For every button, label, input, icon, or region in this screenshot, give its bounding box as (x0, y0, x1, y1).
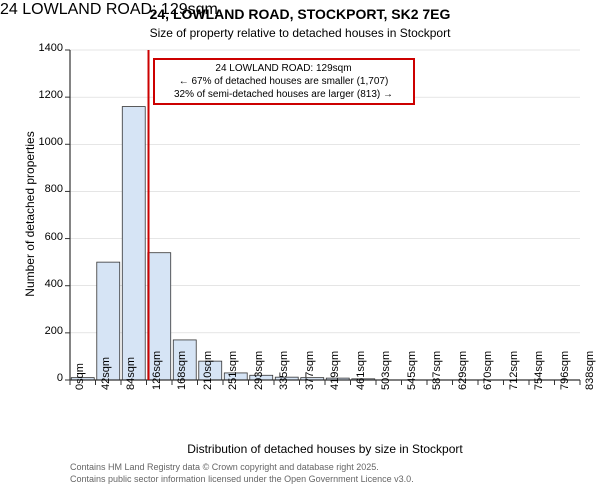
annotation-box: 24 LOWLAND ROAD: 129sqm← 67% of detached… (153, 58, 415, 105)
x-tick-label: 377sqm (304, 351, 316, 390)
x-tick-label: 796sqm (559, 351, 571, 390)
x-tick-label: 335sqm (278, 351, 290, 390)
chart-title: 24, LOWLAND ROAD, STOCKPORT, SK2 7EG (0, 6, 600, 22)
x-tick-label: 712sqm (508, 351, 520, 390)
x-tick-label: 210sqm (202, 351, 214, 390)
x-tick-label: 545sqm (406, 351, 418, 390)
chart-subtitle: Size of property relative to detached ho… (0, 26, 600, 40)
x-tick-label: 293sqm (253, 351, 265, 390)
x-tick-label: 84sqm (125, 357, 137, 390)
annotation-line-2: 32% of semi-detached houses are larger (… (159, 88, 409, 101)
x-tick-label: 587sqm (431, 351, 443, 390)
y-tick-label: 1200 (25, 89, 63, 101)
y-tick-label: 200 (25, 325, 63, 337)
footer-line-1: Contains HM Land Registry data © Crown c… (70, 462, 379, 472)
x-axis-label: Distribution of detached houses by size … (70, 442, 580, 456)
x-tick-label: 168sqm (176, 351, 188, 390)
bar (122, 107, 145, 380)
y-tick-label: 0 (25, 372, 63, 384)
annotation-title: 24 LOWLAND ROAD: 129sqm (159, 62, 409, 75)
x-tick-label: 42sqm (100, 357, 112, 390)
x-tick-label: 126sqm (151, 351, 163, 390)
footer-line-2: Contains public sector information licen… (70, 474, 414, 484)
x-tick-label: 251sqm (227, 351, 239, 390)
x-tick-label: 838sqm (584, 351, 596, 390)
x-tick-label: 461sqm (355, 351, 367, 390)
x-tick-label: 670sqm (482, 351, 494, 390)
x-tick-label: 754sqm (533, 351, 545, 390)
x-tick-label: 419sqm (329, 351, 341, 390)
y-axis-label: Number of detached properties (23, 114, 37, 314)
x-tick-label: 503sqm (380, 351, 392, 390)
annotation-line-1: ← 67% of detached houses are smaller (1,… (159, 75, 409, 88)
chart-container: 24, LOWLAND ROAD, STOCKPORT, SK2 7EG Size… (0, 0, 600, 500)
y-tick-label: 1400 (25, 42, 63, 54)
x-tick-label: 0sqm (74, 363, 86, 390)
x-tick-label: 629sqm (457, 351, 469, 390)
